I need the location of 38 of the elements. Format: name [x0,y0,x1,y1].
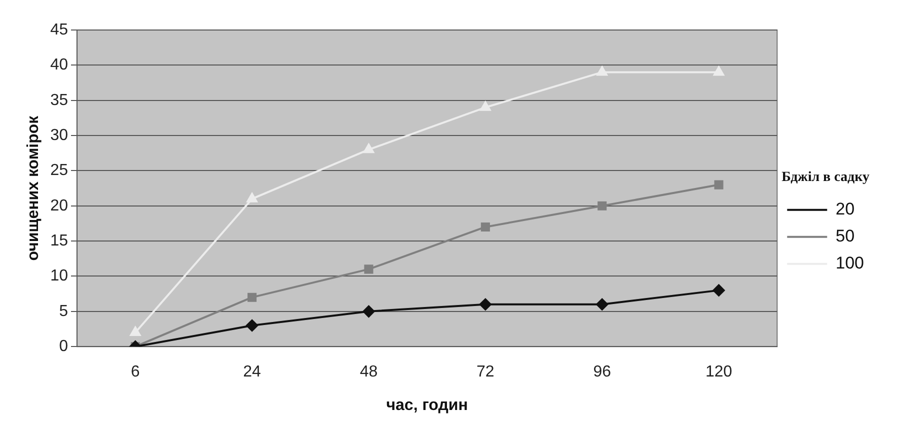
y-tick-label: 0 [59,338,68,356]
x-tick-label: 72 [476,364,494,381]
point [598,201,607,210]
point [362,305,375,318]
x-tick-label: 6 [130,364,140,381]
point [713,66,724,76]
legend-title: Бджіл в садку [782,170,870,186]
x-tick-label: 48 [360,364,378,381]
y-tick-label: 35 [50,92,68,109]
point [246,319,258,332]
point [246,192,258,202]
point [480,222,490,232]
y-tick-label: 5 [59,302,68,320]
point [480,101,491,111]
point [364,264,374,274]
legend-label: 50 [836,226,855,246]
y-tick-label: 15 [50,232,68,250]
y-axis-title: очищених комірок [25,114,42,261]
point [596,298,608,310]
point [363,144,374,154]
y-tick-label: 20 [50,197,68,214]
y-tick-label: 40 [50,56,68,74]
legend-label: 100 [836,254,864,273]
point [714,180,724,190]
legend-label: 20 [836,200,855,219]
x-tick-label: 96 [593,364,612,381]
point [130,326,141,336]
y-tick-label: 25 [50,162,68,180]
x-tick-label: 120 [705,364,732,381]
x-tick-label: 24 [243,364,262,381]
point [247,292,257,302]
y-tick-label: 45 [50,21,68,38]
y-tick-label: 30 [50,126,68,144]
point [712,284,725,296]
x-axis-title: час, годин [386,396,468,414]
point [479,298,492,310]
y-tick-label: 10 [50,268,68,285]
point [596,66,608,76]
